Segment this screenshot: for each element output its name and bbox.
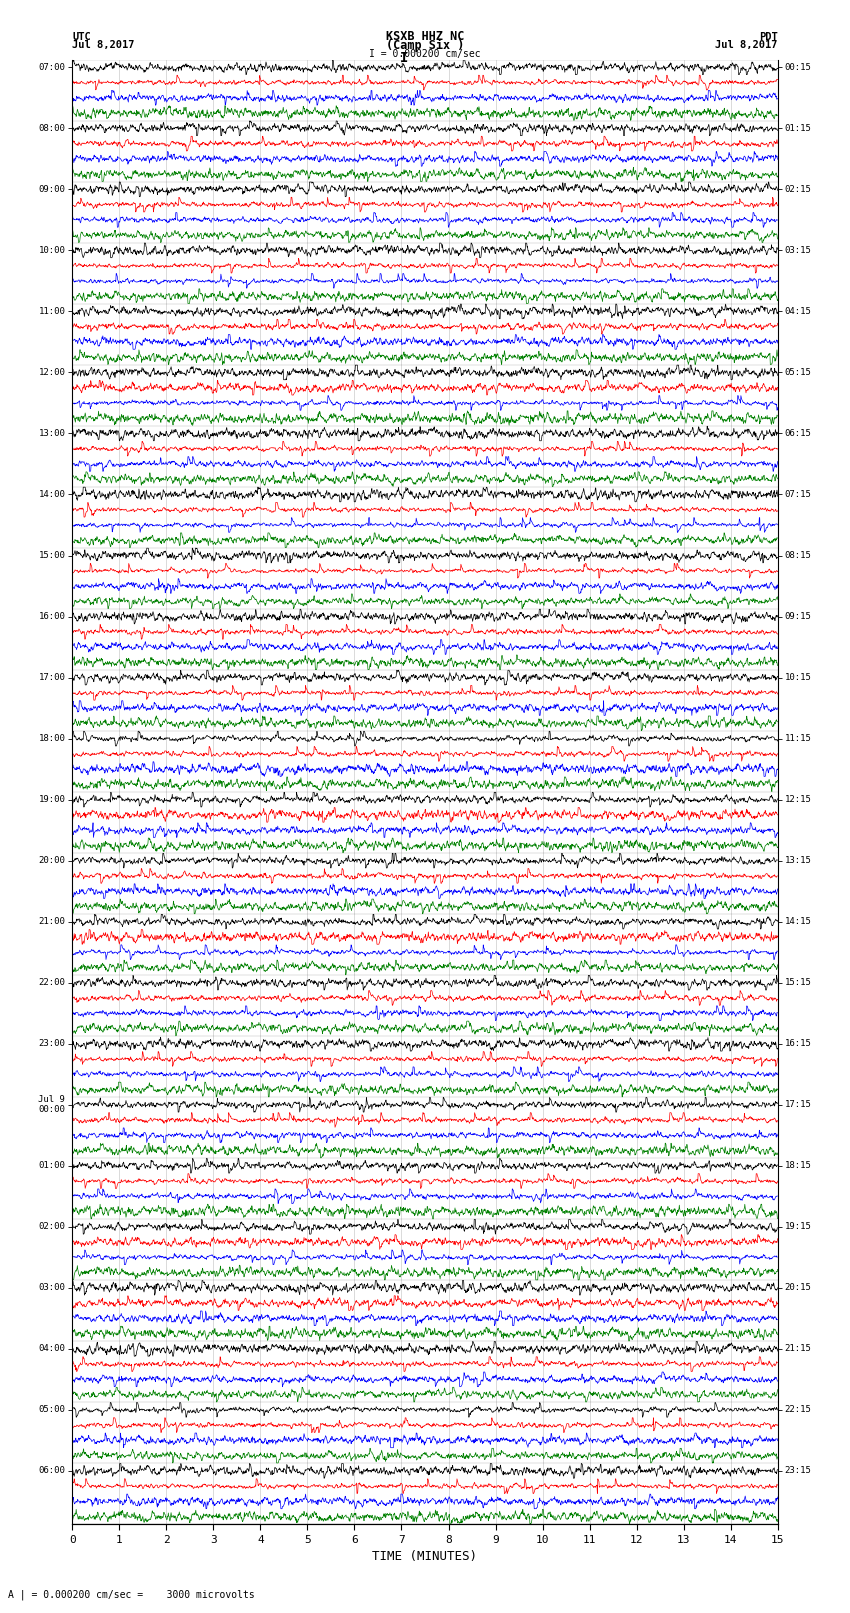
- Text: A | = 0.000200 cm/sec =    3000 microvolts: A | = 0.000200 cm/sec = 3000 microvolts: [8, 1589, 255, 1600]
- Text: Jul 8,2017: Jul 8,2017: [72, 40, 135, 50]
- Text: Jul 8,2017: Jul 8,2017: [715, 40, 778, 50]
- Text: KSXB HHZ NC: KSXB HHZ NC: [386, 29, 464, 44]
- Text: PDT: PDT: [759, 32, 778, 42]
- X-axis label: TIME (MINUTES): TIME (MINUTES): [372, 1550, 478, 1563]
- Text: UTC: UTC: [72, 32, 91, 42]
- Text: (Camp Six ): (Camp Six ): [386, 39, 464, 52]
- Text: I: I: [400, 52, 408, 66]
- Text: I = 0.000200 cm/sec: I = 0.000200 cm/sec: [369, 48, 481, 58]
